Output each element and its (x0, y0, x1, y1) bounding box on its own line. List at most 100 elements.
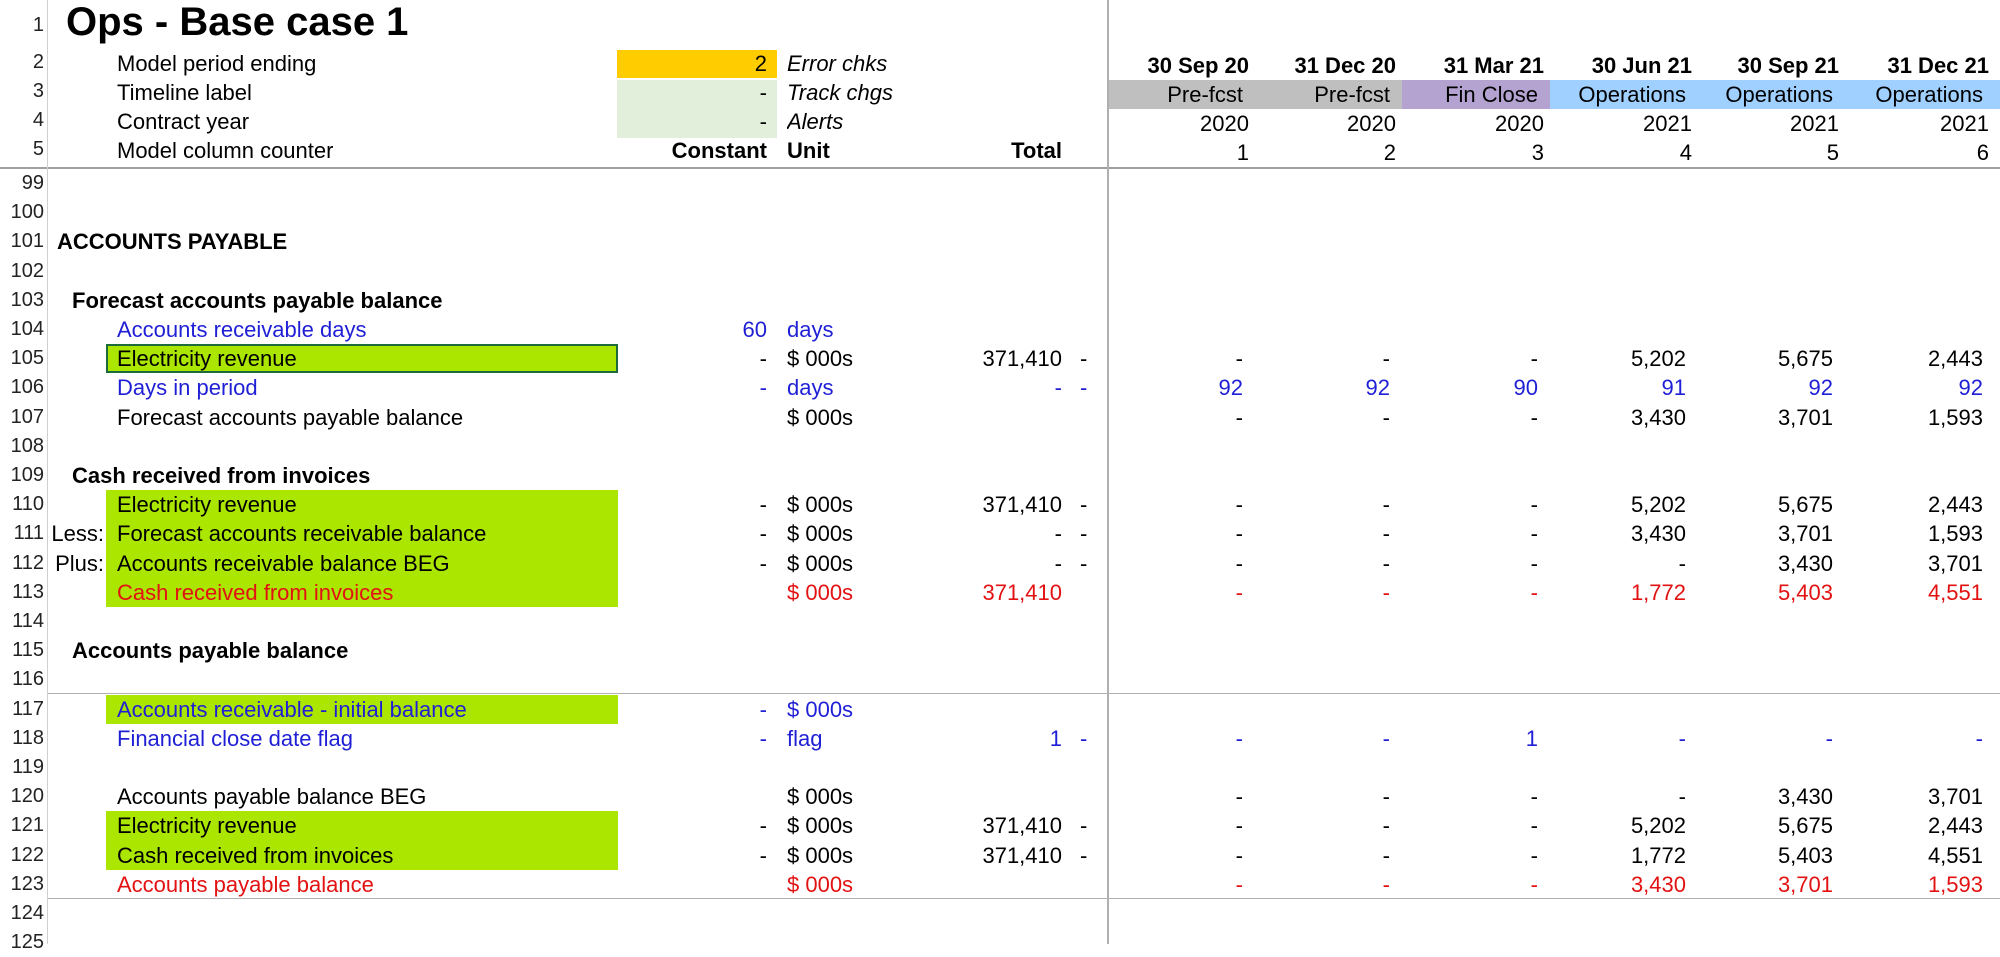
period-value-cell[interactable]: 1 (1525, 725, 1538, 751)
model-period-input[interactable]: 2 (617, 50, 777, 78)
row-label[interactable]: Accounts payable balance BEG (117, 784, 427, 810)
period-value-cell[interactable]: 5,675 (1777, 346, 1833, 372)
period-value-cell[interactable]: - (1530, 842, 1538, 868)
subsection-heading[interactable]: Cash received from invoices (72, 463, 371, 488)
period-value-cell[interactable]: - (1678, 725, 1686, 751)
period-value-cell[interactable]: 1,772 (1630, 579, 1686, 605)
row-label[interactable]: Accounts receivable balance BEG (106, 548, 618, 578)
period-counter[interactable]: 2 (1383, 140, 1396, 165)
row-label[interactable]: Cash received from invoices (106, 840, 618, 870)
period-value-cell[interactable]: - (1235, 404, 1243, 430)
constant-cell[interactable]: - (759, 725, 767, 751)
period-value-cell[interactable]: - (1235, 842, 1243, 868)
period-value-cell[interactable]: 1,772 (1630, 842, 1686, 868)
period-date[interactable]: 30 Jun 21 (1591, 53, 1692, 78)
constant-cell[interactable]: - (759, 521, 767, 547)
model-period-label[interactable]: Model period ending (117, 51, 317, 76)
unit-cell[interactable]: days (787, 317, 834, 342)
period-value-cell[interactable]: 92 (1808, 375, 1833, 401)
unit-cell[interactable]: $ 000s (787, 550, 854, 576)
row-number[interactable]: 124 (10, 902, 44, 924)
total-check-cell[interactable]: - (1080, 550, 1088, 576)
total-cell[interactable]: - (1054, 375, 1062, 401)
unit-cell[interactable]: $ 000s (787, 696, 854, 722)
period-value-cell[interactable]: 3,430 (1630, 521, 1686, 547)
period-label[interactable]: Fin Close (1402, 80, 1550, 109)
track-changes-label[interactable]: Track chgs (787, 80, 893, 105)
row-number[interactable]: 106 (10, 376, 44, 399)
timeline-label-value[interactable]: - (617, 80, 777, 109)
period-counter[interactable]: 6 (1976, 140, 1989, 165)
period-value-cell[interactable]: - (1382, 521, 1390, 547)
period-value-cell[interactable]: 3,430 (1630, 404, 1686, 430)
unit-cell[interactable]: $ 000s (787, 521, 854, 547)
row-number[interactable]: 119 (12, 756, 44, 778)
period-value-cell[interactable]: - (1530, 550, 1538, 576)
period-date[interactable]: 30 Sep 20 (1147, 53, 1249, 78)
period-value-cell[interactable]: - (1235, 813, 1243, 839)
total-cell[interactable]: 371,410 (982, 492, 1062, 518)
unit-cell[interactable]: $ 000s (787, 404, 854, 430)
period-value-cell[interactable]: 2,443 (1927, 813, 1983, 839)
period-value-cell[interactable]: - (1382, 346, 1390, 372)
period-value-cell[interactable]: - (1235, 550, 1243, 576)
period-value-cell[interactable]: - (1975, 725, 1983, 751)
period-value-cell[interactable]: - (1530, 784, 1538, 810)
period-counter[interactable]: 4 (1679, 140, 1692, 165)
row-label[interactable]: Electricity revenue (106, 490, 618, 520)
period-value-cell[interactable]: 2,443 (1927, 492, 1983, 518)
period-year[interactable]: 2021 (1790, 111, 1839, 136)
row-number[interactable]: 99 (21, 172, 44, 194)
period-date[interactable]: 31 Dec 20 (1294, 53, 1396, 78)
row-label[interactable]: Accounts receivable - initial balance (106, 694, 618, 724)
row-number[interactable]: 117 (12, 697, 44, 720)
row-number[interactable]: 101 (10, 230, 44, 253)
period-label[interactable]: Operations (1844, 80, 2000, 109)
period-value-cell[interactable]: 92 (1958, 375, 1983, 401)
total-cell[interactable]: 371,410 (982, 579, 1062, 605)
row-number[interactable]: 115 (12, 639, 44, 662)
period-value-cell[interactable]: 1,593 (1927, 404, 1983, 430)
row-label[interactable]: Forecast accounts receivable balance (106, 519, 618, 549)
total-cell[interactable]: 371,410 (982, 346, 1062, 372)
period-value-cell[interactable]: 1,593 (1927, 871, 1983, 897)
period-counter[interactable]: 1 (1236, 140, 1249, 165)
contract-year-value[interactable]: - (617, 109, 777, 138)
unit-cell[interactable]: $ 000s (787, 813, 854, 839)
contract-year-label[interactable]: Contract year (117, 109, 250, 134)
constant-header[interactable]: Constant (671, 138, 767, 163)
row-number[interactable]: 123 (10, 872, 44, 895)
period-value-cell[interactable]: 3,430 (1777, 550, 1833, 576)
period-label[interactable]: Pre-fcst (1253, 80, 1402, 109)
unit-cell[interactable]: days (787, 375, 834, 401)
period-label[interactable]: Pre-fcst (1109, 80, 1253, 109)
row-number[interactable]: 5 (32, 138, 44, 160)
row-number[interactable]: 105 (10, 347, 44, 370)
row-label[interactable]: Electricity revenue (106, 811, 618, 841)
period-value-cell[interactable]: 3,430 (1630, 871, 1686, 897)
period-value-cell[interactable]: 3,701 (1777, 404, 1833, 430)
period-value-cell[interactable]: - (1530, 521, 1538, 547)
period-label[interactable]: Operations (1550, 80, 1698, 109)
period-label[interactable]: Operations (1698, 80, 1844, 109)
error-checks-label[interactable]: Error chks (787, 51, 888, 76)
period-value-cell[interactable]: - (1382, 404, 1390, 430)
period-year[interactable]: 2020 (1347, 111, 1396, 136)
period-value-cell[interactable]: 3,430 (1777, 784, 1833, 810)
period-value-cell[interactable]: 90 (1513, 375, 1538, 401)
row-number[interactable]: 121 (10, 814, 44, 837)
row-label[interactable]: Financial close date flag (117, 725, 354, 751)
timeline-label[interactable]: Timeline label (117, 80, 252, 105)
column-counter-label[interactable]: Model column counter (117, 138, 334, 163)
period-value-cell[interactable]: - (1235, 346, 1243, 372)
period-value-cell[interactable]: 5,675 (1777, 492, 1833, 518)
row-number[interactable]: 120 (10, 785, 44, 808)
unit-cell[interactable]: $ 000s (787, 784, 854, 810)
subsection-heading[interactable]: Forecast accounts payable balance (72, 287, 443, 313)
total-cell[interactable]: 371,410 (982, 813, 1062, 839)
row-number[interactable]: 4 (32, 109, 44, 131)
constant-cell[interactable]: - (759, 375, 767, 401)
total-header[interactable]: Total (1011, 138, 1062, 163)
row-label[interactable]: Accounts payable balance (117, 871, 374, 897)
row-number[interactable]: 125 (10, 931, 44, 954)
